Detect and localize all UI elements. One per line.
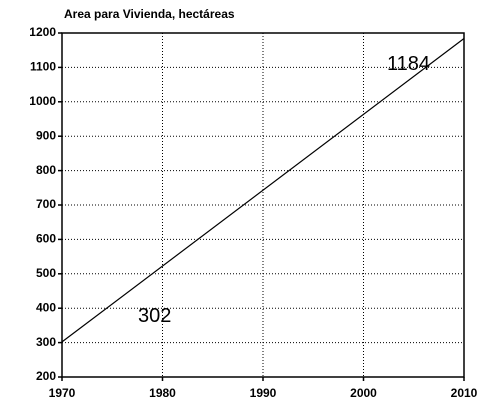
y-tick-label: 300 <box>36 335 56 349</box>
y-tick-label: 400 <box>36 300 56 314</box>
chart-title: Area para Vivienda, hectáreas <box>64 7 235 21</box>
y-tick-label: 200 <box>36 369 56 383</box>
y-tick-label: 500 <box>36 266 56 280</box>
data-line <box>61 38 465 343</box>
y-tick-label: 1000 <box>29 94 56 108</box>
x-tick-label: 2010 <box>451 386 478 400</box>
y-tick-label: 1200 <box>29 25 56 39</box>
y-tick-label: 1100 <box>30 60 56 74</box>
y-tick-label: 800 <box>36 163 56 177</box>
y-tick-label: 700 <box>36 197 56 211</box>
x-tick-label: 1970 <box>49 386 76 400</box>
y-tick-label: 900 <box>36 128 56 142</box>
data-label: 1184 <box>387 53 430 75</box>
x-tick-label: 1980 <box>149 386 176 400</box>
data-label: 302 <box>138 305 171 327</box>
y-tick-label: 600 <box>36 232 56 246</box>
x-tick-label: 2000 <box>350 386 377 400</box>
x-tick-label: 1990 <box>250 386 277 400</box>
